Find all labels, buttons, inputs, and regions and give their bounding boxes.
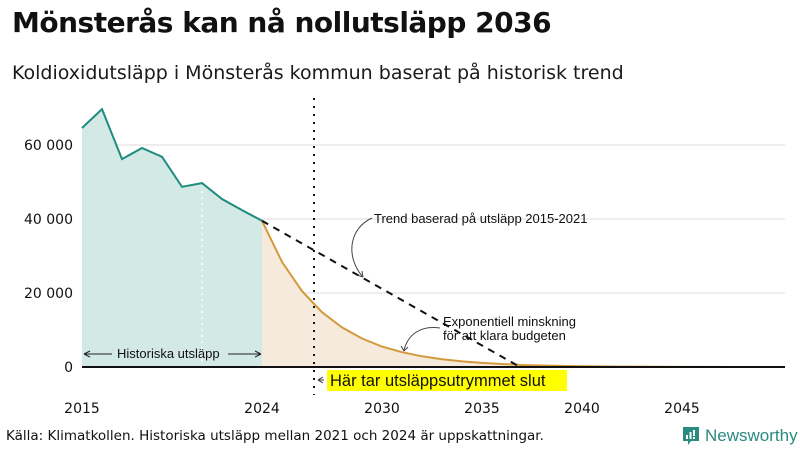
exponential-annotation: Exponentiell minskning för att klara bud… (400, 314, 576, 352)
x-tick: 2040 (564, 401, 600, 417)
chart-title: Mönsterås kan nå nollutsläpp 2036 (12, 6, 552, 39)
newsworthy-logo: Newsworthy (682, 426, 798, 446)
chart-subtitle: Koldioxidutsläpp i Mönsterås kommun base… (12, 62, 624, 84)
brand-name: Newsworthy (705, 426, 798, 445)
x-tick: 2030 (364, 401, 400, 417)
y-tick: 0 (64, 360, 73, 376)
budget-end-annotation: Här tar utsläppsutrymmet slut (317, 370, 567, 391)
budget-end-label: Här tar utsläppsutrymmet slut (330, 372, 546, 390)
trend-annotation: Trend baserad på utsläpp 2015-2021 (351, 211, 587, 278)
source-note: Källa: Klimatkollen. Historiska utsläpp … (6, 428, 544, 444)
bar-chart-icon (683, 427, 699, 445)
historic-annotation: Historiska utsläpp (83, 346, 262, 361)
x-tick: 2035 (464, 401, 500, 417)
budget-area (262, 220, 782, 367)
x-axis: 2015 2024 2030 2035 2040 2045 (64, 401, 700, 417)
historic-line (81, 107, 263, 222)
y-tick: 20 000 (24, 286, 73, 302)
historic-label: Historiska utsläpp (117, 346, 220, 361)
y-tick: 60 000 (24, 138, 73, 154)
exp-label-line1: Exponentiell minskning (443, 314, 576, 329)
y-tick: 40 000 (24, 212, 73, 228)
historic-area (82, 109, 262, 367)
x-tick: 2024 (244, 401, 280, 417)
x-tick: 2045 (664, 401, 700, 417)
y-axis: 0 20 000 40 000 60 000 (24, 138, 73, 376)
exp-label-line2: för att klara budgeten (443, 328, 566, 343)
trend-label: Trend baserad på utsläpp 2015-2021 (374, 211, 587, 226)
x-tick: 2015 (64, 401, 100, 417)
